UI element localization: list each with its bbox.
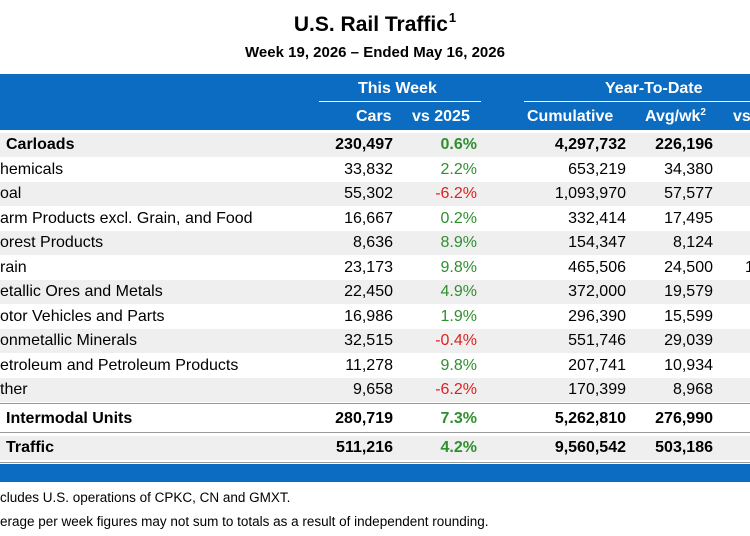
cell-vs-2025: 1.9%	[440, 308, 477, 325]
table-row: arm Products excl. Grain, and Food 16,667…	[0, 207, 750, 231]
row-label: rain	[0, 259, 27, 276]
cell-vs-2025: -6.2%	[435, 381, 477, 398]
col-header-vs-ytd: vs	[733, 108, 750, 125]
cell-avg-wk: 8,124	[672, 234, 713, 251]
cell-avg-wk: 29,039	[664, 332, 713, 349]
cell-avg-wk: 19,579	[664, 283, 713, 300]
cell-avg-wk: 17,495	[664, 210, 713, 227]
cell-cumulative: 170,399	[568, 381, 626, 398]
cell-vs-2025: 9.8%	[440, 357, 477, 374]
cell-cumulative: 653,219	[568, 161, 626, 178]
cell-avg-wk: 15,599	[664, 308, 713, 325]
table-row: onmetallic Minerals 32,515 -0.4% 551,746 29,…	[0, 329, 750, 353]
cell-cumulative: 5,262,810	[554, 410, 626, 427]
cell-cars: 230,497	[335, 136, 393, 153]
row-label: orest Products	[0, 234, 104, 251]
table-row: ther 9,658 -6.2% 170,399 8,968	[0, 378, 750, 402]
cell-cars: 11,278	[345, 357, 393, 374]
cell-cumulative: 9,560,542	[554, 439, 626, 456]
cell-cars: 16,986	[344, 308, 393, 325]
row-separator	[0, 432, 750, 433]
cell-cumulative: 372,000	[568, 283, 626, 300]
table-row: otor Vehicles and Parts 16,986 1.9% 296,390…	[0, 305, 750, 329]
cell-cumulative: 332,414	[568, 210, 626, 227]
row-label: etallic Ores and Metals	[0, 283, 163, 300]
cell-cumulative: 1,093,970	[554, 185, 626, 202]
row-label: arm Products excl. Grain, and Food	[0, 210, 253, 227]
cell-cars: 16,667	[344, 210, 393, 227]
group-header-this-week: This Week	[358, 80, 437, 97]
row-label: otor Vehicles and Parts	[0, 308, 165, 325]
col-header-cumulative: Cumulative	[527, 108, 614, 125]
cell-vs-ytd: 1	[745, 259, 750, 276]
group-rule-ytd	[524, 101, 750, 102]
cell-vs-2025: 4.2%	[440, 439, 477, 456]
cell-cars: 511,216	[336, 439, 393, 456]
cell-cumulative: 4,297,732	[554, 136, 626, 153]
row-label: ther	[0, 381, 28, 398]
row-label: Intermodal Units	[6, 410, 133, 427]
cell-avg-wk: 276,990	[655, 410, 713, 427]
table-row: Intermodal Units 280,719 7.3% 5,262,810 276,…	[0, 407, 750, 431]
cell-vs-2025: 4.9%	[440, 283, 477, 300]
cell-cars: 33,832	[344, 161, 393, 178]
cell-vs-2025: 8.9%	[440, 234, 477, 251]
cell-cars: 9,658	[352, 381, 393, 398]
cell-cumulative: 207,741	[568, 357, 626, 374]
table-row: Traffic 511,216 4.2% 9,560,542 503,186	[0, 436, 750, 460]
cell-avg-wk: 10,934	[664, 357, 713, 374]
cell-vs-2025: 7.3%	[440, 410, 477, 427]
cell-cumulative: 551,746	[568, 332, 626, 349]
row-label: hemicals	[0, 161, 64, 178]
table-row: etallic Ores and Metals 22,450 4.9% 372,000…	[0, 280, 750, 304]
table-row: rain 23,173 9.8% 465,506 24,500 1	[0, 256, 750, 280]
row-label: onmetallic Minerals	[0, 332, 137, 349]
cell-avg-wk: 226,196	[655, 136, 713, 153]
row-label: Carloads	[6, 136, 75, 153]
table-bottom-separator	[0, 462, 750, 463]
col-header-avg-wk: Avg/wk2	[645, 107, 706, 125]
cell-cars: 280,719	[335, 410, 393, 427]
cell-cars: 22,450	[344, 283, 393, 300]
title-footnote-marker: 1	[448, 10, 457, 25]
table-row: hemicals 33,832 2.2% 653,219 34,380	[0, 158, 750, 182]
cell-avg-wk: 24,500	[664, 259, 713, 276]
row-label: oal	[0, 185, 22, 202]
group-rule-this-week	[319, 101, 481, 102]
cell-avg-wk: 57,577	[664, 185, 713, 202]
cell-vs-2025: 9.8%	[440, 259, 477, 276]
cell-cumulative: 296,390	[568, 308, 626, 325]
row-label: etroleum and Petroleum Products	[0, 357, 239, 374]
table-row: oal 55,302 -6.2% 1,093,970 57,577	[0, 182, 750, 206]
group-header-ytd: Year-To-Date	[605, 80, 703, 97]
title-text: U.S. Rail Traffic	[293, 13, 448, 36]
cell-cars: 55,302	[344, 185, 393, 202]
cell-avg-wk: 8,968	[672, 381, 713, 398]
table-row: Carloads 230,497 0.6% 4,297,732 226,196	[0, 133, 750, 157]
cell-vs-2025: 0.2%	[440, 210, 477, 227]
cell-cumulative: 465,506	[568, 259, 626, 276]
cell-avg-wk: 34,380	[664, 161, 713, 178]
page-subtitle: Week 19, 2026 – Ended May 16, 2026	[245, 44, 505, 61]
table-footer-band	[0, 464, 750, 482]
page-title: U.S. Rail Traffic1	[0, 10, 750, 40]
cell-cars: 32,515	[344, 332, 393, 349]
footnote-1: cludes U.S. operations of CPKC, CN and G…	[0, 490, 291, 505]
cell-vs-2025: -6.2%	[435, 185, 477, 202]
col-header-cars: Cars	[356, 108, 392, 125]
cell-vs-2025: 2.2%	[440, 161, 477, 178]
table-header: This Week Year-To-Date Cars vs 2025 Cumu…	[0, 74, 750, 130]
cell-cumulative: 154,347	[568, 234, 626, 251]
table-row: orest Products 8,636 8.9% 154,347 8,124	[0, 231, 750, 255]
cell-cars: 8,636	[352, 234, 393, 251]
cell-avg-wk: 503,186	[655, 439, 713, 456]
row-separator	[0, 403, 750, 404]
cell-vs-2025: 0.6%	[440, 136, 477, 153]
table-row: etroleum and Petroleum Products 11,278 9.8…	[0, 354, 750, 378]
col-header-vs-2025: vs 2025	[412, 108, 470, 125]
footnote-2: erage per week figures may not sum to to…	[0, 514, 489, 529]
cell-vs-2025: -0.4%	[435, 332, 477, 349]
row-label: Traffic	[6, 439, 55, 456]
cell-cars: 23,173	[344, 259, 393, 276]
